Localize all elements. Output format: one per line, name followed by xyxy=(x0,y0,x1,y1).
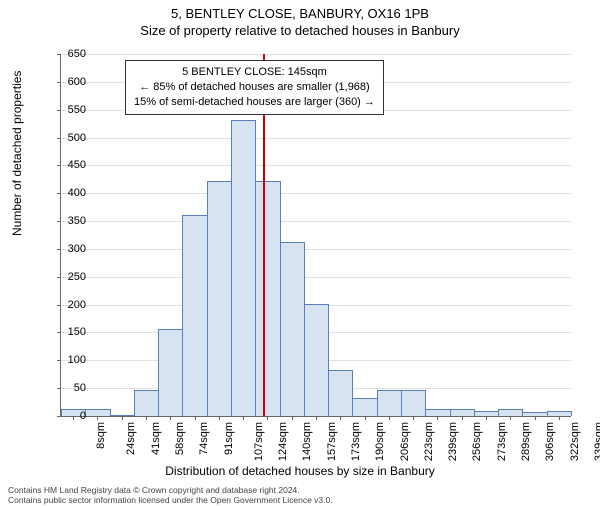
histogram-bar xyxy=(352,398,377,416)
x-tick-mark xyxy=(510,416,511,420)
x-tick-label: 157sqm xyxy=(326,422,338,461)
y-tick-label: 450 xyxy=(46,159,86,171)
x-tick-label: 206sqm xyxy=(399,422,411,461)
y-tick-label: 300 xyxy=(46,243,86,255)
histogram-bar xyxy=(401,390,426,416)
x-tick-mark xyxy=(122,416,123,420)
info-box-line: 15% of semi-detached houses are larger (… xyxy=(134,95,375,110)
y-tick-label: 550 xyxy=(46,104,86,116)
y-tick-label: 200 xyxy=(46,299,86,311)
x-tick-label: 41sqm xyxy=(150,422,162,455)
x-tick-mark xyxy=(170,416,171,420)
histogram-bar xyxy=(255,181,280,416)
x-tick-label: 273sqm xyxy=(496,422,508,461)
y-tick-label: 150 xyxy=(46,326,86,338)
x-tick-mark xyxy=(267,416,268,420)
histogram-bar xyxy=(377,390,402,416)
grid-line xyxy=(61,221,571,222)
info-box-line: ← 85% of detached houses are smaller (1,… xyxy=(134,80,375,95)
property-info-box: 5 BENTLEY CLOSE: 145sqm← 85% of detached… xyxy=(125,60,384,115)
histogram-bar xyxy=(280,242,305,416)
grid-line xyxy=(61,138,571,139)
y-tick-label: 250 xyxy=(46,271,86,283)
x-tick-label: 124sqm xyxy=(277,422,289,461)
x-tick-label: 173sqm xyxy=(350,422,362,461)
x-tick-mark xyxy=(340,416,341,420)
histogram-bar xyxy=(207,181,232,416)
x-tick-label: 322sqm xyxy=(569,422,581,461)
y-tick-label: 600 xyxy=(46,76,86,88)
grid-line xyxy=(61,165,571,166)
x-tick-mark xyxy=(365,416,366,420)
x-tick-label: 239sqm xyxy=(447,422,459,461)
page-title: 5, BENTLEY CLOSE, BANBURY, OX16 1PB xyxy=(0,6,600,21)
footer-line-1: Contains HM Land Registry data © Crown c… xyxy=(8,485,333,495)
x-tick-label: 107sqm xyxy=(253,422,265,461)
grid-line xyxy=(61,193,571,194)
x-tick-mark xyxy=(292,416,293,420)
x-tick-mark xyxy=(389,416,390,420)
footer-attribution: Contains HM Land Registry data © Crown c… xyxy=(8,485,333,505)
x-tick-label: 256sqm xyxy=(472,422,484,461)
info-box-line: 5 BENTLEY CLOSE: 145sqm xyxy=(134,65,375,80)
grid-line xyxy=(61,277,571,278)
grid-line xyxy=(61,249,571,250)
histogram-bar xyxy=(158,329,183,416)
x-tick-label: 223sqm xyxy=(423,422,435,461)
x-tick-mark xyxy=(559,416,560,420)
x-tick-mark xyxy=(535,416,536,420)
histogram-bar xyxy=(231,120,256,416)
x-axis-label: Distribution of detached houses by size … xyxy=(0,464,600,478)
x-tick-label: 74sqm xyxy=(198,422,210,455)
y-tick-label: 650 xyxy=(46,48,86,60)
y-axis-label: Number of detached properties xyxy=(10,71,24,236)
y-tick-label: 350 xyxy=(46,215,86,227)
y-tick-label: 500 xyxy=(46,132,86,144)
y-tick-label: 100 xyxy=(46,354,86,366)
x-tick-mark xyxy=(486,416,487,420)
histogram-bar xyxy=(182,215,207,416)
x-tick-label: 190sqm xyxy=(374,422,386,461)
x-tick-mark xyxy=(437,416,438,420)
x-tick-mark xyxy=(243,416,244,420)
y-tick-label: 50 xyxy=(46,382,86,394)
x-tick-mark xyxy=(97,416,98,420)
histogram-bar xyxy=(134,390,159,416)
x-tick-label: 24sqm xyxy=(125,422,137,455)
x-tick-label: 306sqm xyxy=(544,422,556,461)
x-tick-mark xyxy=(462,416,463,420)
grid-line xyxy=(61,54,571,55)
x-tick-mark xyxy=(413,416,414,420)
x-tick-mark xyxy=(219,416,220,420)
x-tick-mark xyxy=(316,416,317,420)
histogram-bar xyxy=(304,304,329,416)
x-tick-label: 58sqm xyxy=(174,422,186,455)
x-tick-label: 91sqm xyxy=(223,422,235,455)
x-tick-label: 339sqm xyxy=(593,422,600,461)
x-tick-label: 8sqm xyxy=(95,422,107,449)
page-subtitle: Size of property relative to detached ho… xyxy=(0,23,600,38)
x-tick-mark xyxy=(146,416,147,420)
y-tick-label: 400 xyxy=(46,187,86,199)
y-tick-label: 0 xyxy=(46,410,86,422)
histogram-bar xyxy=(328,370,353,416)
x-tick-mark xyxy=(195,416,196,420)
x-tick-label: 289sqm xyxy=(520,422,532,461)
x-tick-label: 140sqm xyxy=(302,422,314,461)
